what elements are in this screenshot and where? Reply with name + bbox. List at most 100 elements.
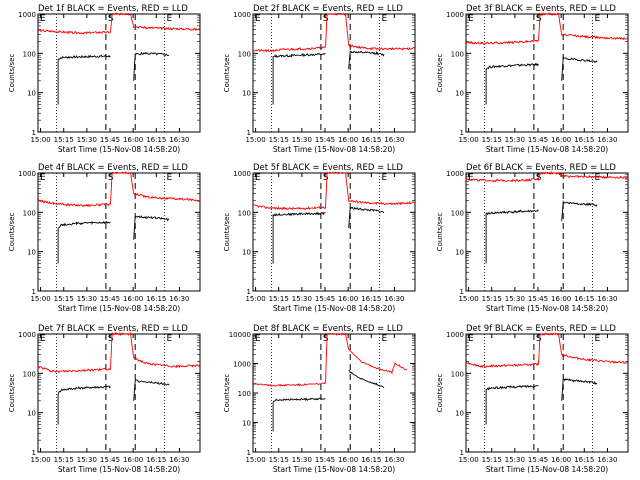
x-tick-label: 16:30: [169, 456, 189, 464]
series-lld-line: [465, 12, 629, 45]
x-tick-label: 16:30: [169, 295, 189, 303]
x-tick-label: 15:30: [77, 295, 97, 303]
x-tick-label: 15:45: [528, 295, 548, 303]
y-tick-label: 10: [455, 249, 464, 257]
y-tick-label: 1000: [233, 11, 251, 19]
x-tick-label: 16:00: [338, 136, 358, 144]
panel-title: Det 1f BLACK = Events, RED = LLD: [38, 4, 188, 14]
panel-title: Det 9f BLACK = Events, RED = LLD: [466, 324, 616, 334]
y-tick-label: 1: [247, 288, 251, 296]
plot-frame: [465, 13, 629, 133]
x-tick-label: 16:00: [123, 456, 143, 464]
end-marker: E: [595, 14, 601, 24]
y-tick-label: 10000: [229, 331, 251, 339]
panel-det-7: Det 7f BLACK = Events, RED = LLD 1 10 100 10…: [8, 324, 201, 474]
x-tick-label: 16:30: [597, 136, 617, 144]
x-axis-label: Start Time (15-Nov-08 14:58:20): [273, 304, 395, 313]
x-tick-label: 15:15: [54, 295, 74, 303]
y-tick-label: 1000: [446, 331, 464, 339]
panel-title: Det 8f BLACK = Events, RED = LLD: [253, 324, 403, 334]
panel-title: Det 3f BLACK = Events, RED = LLD: [466, 4, 616, 14]
x-tick-label: 16:30: [597, 295, 617, 303]
plot-frame: [252, 172, 416, 292]
start-marker: S: [108, 173, 114, 183]
y-tick-label: 100: [23, 50, 36, 58]
panel-det-3: Det 3f BLACK = Events, RED = LLD 1 10 100 10…: [436, 4, 629, 154]
x-tick-label: 16:15: [146, 456, 166, 464]
x-tick-label: 16:00: [338, 295, 358, 303]
x-axis-label: Start Time (15-Nov-08 14:58:20): [486, 304, 608, 313]
x-axis-label: Start Time (15-Nov-08 14:58:20): [58, 145, 180, 154]
x-tick-label: 15:30: [292, 295, 312, 303]
x-tick-label: 15:45: [315, 295, 335, 303]
start-marker: S: [323, 173, 329, 183]
y-tick-label: 10: [27, 410, 36, 418]
y-tick-label: 100: [23, 370, 36, 378]
series-events-line: [133, 51, 170, 81]
y-tick-label: 100: [238, 390, 251, 398]
x-axis-label: Start Time (15-Nov-08 14:58:20): [58, 465, 180, 474]
end-marker: E: [595, 173, 601, 183]
series-events-line: [485, 384, 539, 425]
x-axis-label: Start Time (15-Nov-08 14:58:20): [486, 465, 608, 474]
y-tick-label: 100: [451, 50, 464, 58]
panel-det-9: Det 9f BLACK = Events, RED = LLD 1 10 100 10…: [436, 324, 629, 474]
series-events-line: [561, 56, 598, 81]
y-axis-label: Counts/sec: [223, 54, 231, 93]
x-tick-label: 16:15: [146, 295, 166, 303]
series-events-line: [272, 52, 326, 105]
plot-frame: [37, 13, 201, 133]
x-axis-label: Start Time (15-Nov-08 14:58:20): [58, 304, 180, 313]
y-tick-label: 1000: [18, 11, 36, 19]
x-axis-label: Start Time (15-Nov-08 14:58:20): [273, 465, 395, 474]
y-tick-label: 1: [460, 288, 464, 296]
x-tick-label: 16:00: [551, 456, 571, 464]
x-axis-label: Start Time (15-Nov-08 14:58:20): [273, 145, 395, 154]
x-tick-label: 16:15: [574, 295, 594, 303]
y-axis-label: Counts/sec: [436, 374, 444, 413]
plot-frame: [37, 172, 201, 292]
x-tick-label: 15:00: [245, 295, 265, 303]
panel-title: Det 2f BLACK = Events, RED = LLD: [253, 4, 403, 14]
y-tick-label: 1000: [446, 170, 464, 178]
x-tick-label: 15:00: [245, 456, 265, 464]
series-events-line: [133, 379, 170, 401]
x-tick-label: 15:00: [458, 295, 478, 303]
y-tick-label: 1000: [18, 331, 36, 339]
x-tick-label: 16:15: [361, 456, 381, 464]
y-tick-label: 10: [242, 90, 251, 98]
x-tick-label: 15:00: [30, 136, 50, 144]
y-tick-label: 1000: [18, 170, 36, 178]
x-tick-label: 16:15: [361, 295, 381, 303]
y-tick-label: 1: [247, 129, 251, 137]
series-events-line: [57, 385, 111, 425]
x-tick-label: 16:00: [551, 136, 571, 144]
x-tick-label: 15:15: [269, 295, 289, 303]
x-tick-label: 15:30: [292, 136, 312, 144]
series-events-line: [133, 215, 170, 240]
panel-det-2: Det 2f BLACK = Events, RED = LLD 1 10 100 10…: [223, 4, 416, 154]
y-tick-label: 10: [27, 90, 36, 98]
panel-title: Det 4f BLACK = Events, RED = LLD: [38, 163, 188, 173]
end-marker: E: [40, 14, 46, 24]
x-tick-label: 16:15: [574, 136, 594, 144]
x-tick-label: 15:00: [30, 295, 50, 303]
y-axis-label: Counts/sec: [223, 213, 231, 252]
series-lld-line: [465, 332, 629, 369]
y-tick-label: 100: [238, 50, 251, 58]
end-marker: E: [167, 173, 173, 183]
y-tick-label: 100: [23, 209, 36, 217]
x-tick-label: 16:15: [361, 136, 381, 144]
y-tick-label: 100: [451, 209, 464, 217]
series-lld-line: [252, 171, 416, 211]
end-marker: E: [468, 173, 474, 183]
series-events-line: [57, 220, 111, 264]
x-tick-label: 15:15: [54, 136, 74, 144]
x-tick-label: 16:15: [146, 136, 166, 144]
y-axis-label: Counts/sec: [8, 213, 16, 252]
y-tick-label: 10: [455, 90, 464, 98]
y-tick-label: 1: [460, 449, 464, 457]
x-tick-label: 15:15: [269, 456, 289, 464]
end-marker: E: [595, 334, 601, 344]
y-axis-label: Counts/sec: [436, 213, 444, 252]
